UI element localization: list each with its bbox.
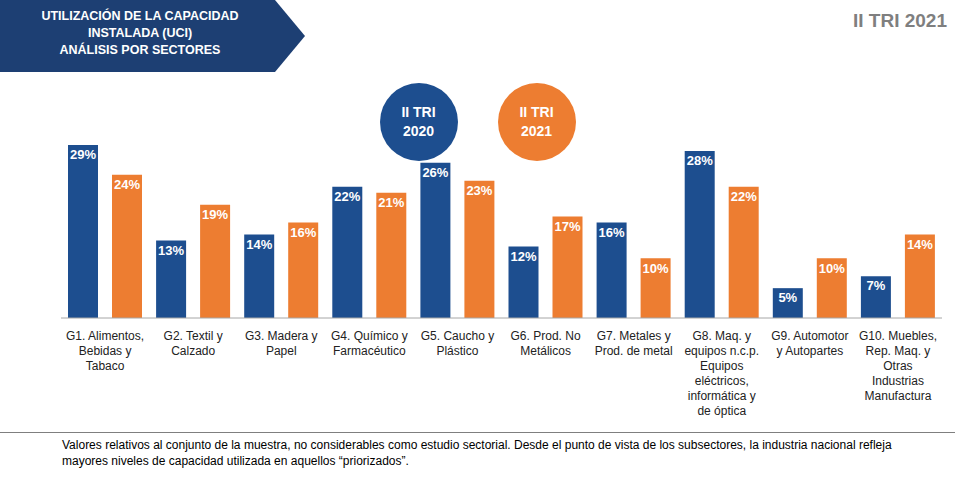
- svg-text:14%: 14%: [246, 237, 272, 252]
- svg-text:16%: 16%: [290, 225, 316, 240]
- html-text:UTILIZACIÓN DE LA CAPACIDAD IN: UTILIZACIÓN DE LA CAPACIDAD INSTALADA (U…: [41, 9, 239, 40]
- svg-text:G1. Alimentos,Bebidas yTabaco: G1. Alimentos,Bebidas yTabaco: [66, 329, 144, 373]
- svg-text:G6. Prod. NoMetálicos: G6. Prod. NoMetálicos: [511, 329, 581, 358]
- svg-text:14%: 14%: [907, 237, 933, 252]
- svg-text:G10. Muebles,Rep. Maq. yOtrasI: G10. Muebles,Rep. Maq. yOtrasIndustriasM…: [859, 329, 937, 403]
- svg-text:G9. Automotory Autopartes: G9. Automotory Autopartes: [771, 329, 848, 358]
- svg-text:G3. Madera yPapel: G3. Madera yPapel: [245, 329, 318, 358]
- svg-text:G2. Textil yCalzado: G2. Textil yCalzado: [164, 329, 223, 358]
- svg-text:23%: 23%: [466, 183, 492, 198]
- svg-text:12%: 12%: [510, 249, 536, 264]
- html-text:II TRI 2021: II TRI 2021: [519, 104, 554, 139]
- svg-text:19%: 19%: [202, 207, 228, 222]
- svg-text:17%: 17%: [554, 219, 580, 234]
- html-text:II TRI 2020: II TRI 2020: [401, 104, 436, 139]
- svg-text:10%: 10%: [643, 261, 669, 276]
- svg-text:29%: 29%: [70, 147, 96, 162]
- svg-text:G5. Caucho yPlástico: G5. Caucho yPlástico: [421, 329, 494, 358]
- svg-text:13%: 13%: [158, 243, 184, 258]
- svg-text:26%: 26%: [422, 165, 448, 180]
- svg-text:24%: 24%: [114, 177, 140, 192]
- svg-text:22%: 22%: [334, 189, 360, 204]
- html-text:Valores relativos al conjunto: Valores relativos al conjunto de la mues…: [62, 438, 892, 468]
- html-text:II TRI 2021: II TRI 2021: [853, 10, 947, 31]
- svg-text:22%: 22%: [731, 189, 757, 204]
- svg-text:G4. Químico yFarmacéutico: G4. Químico yFarmacéutico: [331, 329, 408, 358]
- svg-text:G8. Maq. yequipos n.c.p.Equipo: G8. Maq. yequipos n.c.p.Equiposeléctrico…: [684, 329, 759, 418]
- svg-text:21%: 21%: [378, 195, 404, 210]
- svg-text:16%: 16%: [599, 225, 625, 240]
- svg-text:10%: 10%: [819, 261, 845, 276]
- svg-text:5%: 5%: [778, 290, 797, 305]
- svg-text:G7. Metales yProd. de metal: G7. Metales yProd. de metal: [595, 329, 673, 358]
- svg-text:7%: 7%: [867, 278, 886, 293]
- svg-text:28%: 28%: [687, 153, 713, 168]
- html-text:ANÁLISIS POR SECTORES: ANÁLISIS POR SECTORES: [59, 43, 221, 57]
